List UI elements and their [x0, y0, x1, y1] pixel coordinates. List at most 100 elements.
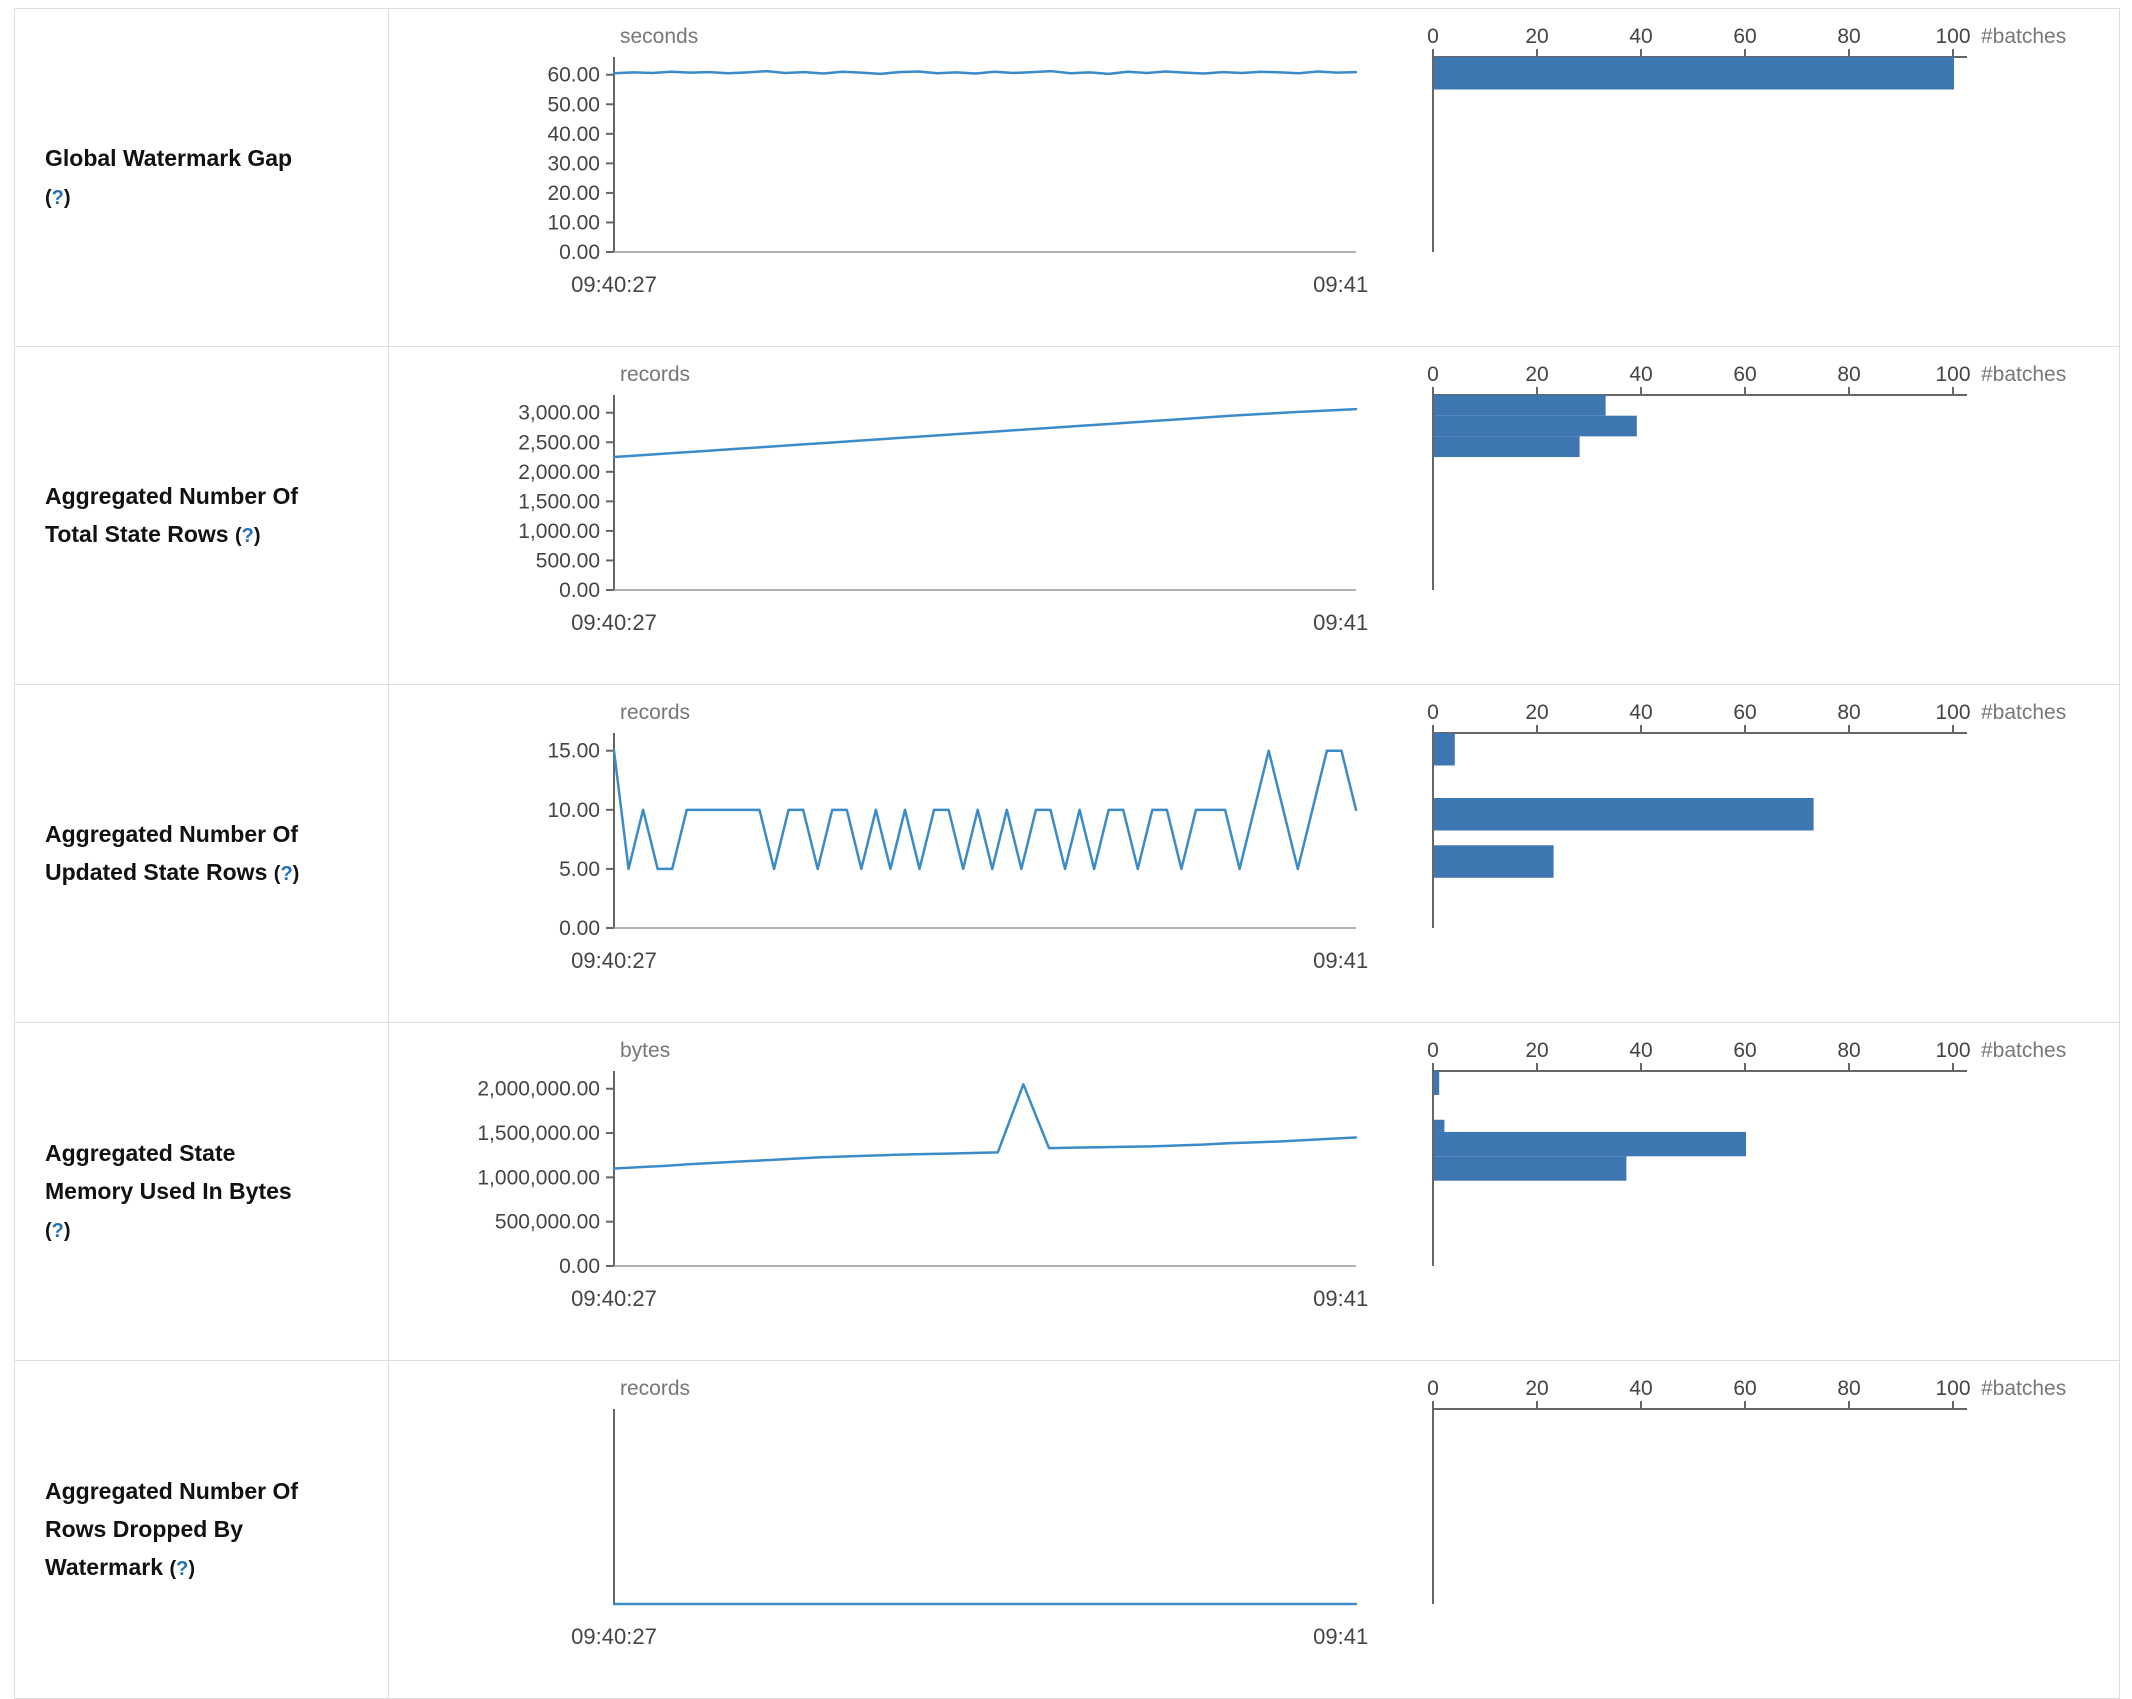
- hist-x-tick-label: 0: [1427, 363, 1439, 386]
- help-link[interactable]: (?): [274, 863, 300, 885]
- y-tick-label: 20.00: [547, 182, 600, 205]
- y-tick-label: 5.00: [559, 858, 600, 881]
- hist-x-tick-label: 20: [1525, 25, 1548, 48]
- help-question-icon: ?: [51, 186, 64, 209]
- hist-x-tick-label: 60: [1733, 1377, 1756, 1400]
- y-tick-label: 1,000,000.00: [477, 1166, 600, 1189]
- y-tick-label: 0.00: [559, 1255, 600, 1278]
- timeline-svg: records 0.00 5.00 10.00 15.00 09:40:27 09:41:5…: [547, 701, 1369, 973]
- metric-label-text: Global Watermark Gap: [45, 144, 293, 171]
- y-tick-label: 2,000.00: [518, 461, 600, 484]
- help-question-icon: ?: [51, 1219, 64, 1242]
- y-tick-label: 0.00: [559, 241, 600, 264]
- help-paren-close: ): [292, 862, 300, 885]
- histogram-bar: [1434, 1156, 1627, 1181]
- metric-row-updated-state-rows: Aggregated Number Of Updated State Rows …: [15, 685, 2119, 1023]
- histogram-chart: 0 20 40 60 80 100 #batches: [1369, 355, 2105, 673]
- help-link[interactable]: (?): [235, 525, 261, 547]
- hist-x-tick-label: 100: [1935, 1039, 1970, 1062]
- x-start-label: 09:40:27: [571, 948, 657, 973]
- histogram-chart: 0 20 40 60 80 100 #batches: [1369, 1031, 2105, 1349]
- x-start-label: 09:40:27: [571, 610, 657, 635]
- x-end-label: 09:41:56: [1313, 1624, 1369, 1649]
- timeline-line: [612, 407, 1358, 459]
- x-start-label: 09:40:27: [571, 272, 657, 297]
- timeline-chart: records 0.00 500.00 1,000.00 1,500.00 2,000.0…: [389, 355, 1369, 673]
- timeline-svg: seconds 0.00 10.00 20.00 30.00 40.00 50.00 60.0…: [547, 25, 1369, 297]
- hist-x-tick-label: 60: [1733, 701, 1756, 724]
- hist-x-tick-label: 100: [1935, 701, 1970, 724]
- metric-label-text: Aggregated Number Of Rows Dropped By Wat…: [45, 1477, 299, 1580]
- help-link[interactable]: (?): [45, 1220, 71, 1242]
- y-tick-label: 15.00: [547, 740, 600, 763]
- hist-x-tick-label: 80: [1837, 1039, 1860, 1062]
- hist-unit-label: #batches: [1981, 363, 2066, 386]
- timeline-line: [612, 69, 1358, 76]
- metric-label-cell: Global Watermark Gap (?): [15, 9, 389, 346]
- hist-x-tick-label: 0: [1427, 1377, 1439, 1400]
- histogram-svg: 0 20 40 60 80 100 #batches: [1427, 363, 2066, 590]
- hist-x-tick-label: 80: [1837, 25, 1860, 48]
- metric-label: Global Watermark Gap (?): [45, 139, 310, 217]
- timeline-svg: records 0.00 500.00 1,000.00 1,500.00 2,000.0…: [518, 363, 1369, 635]
- hist-x-tick-label: 40: [1629, 701, 1652, 724]
- help-paren-open: (: [45, 186, 52, 209]
- histogram-bar: [1434, 733, 1455, 766]
- x-start-label: 09:40:27: [571, 1624, 657, 1649]
- help-paren-close: ): [63, 186, 71, 209]
- hist-x-tick-label: 60: [1733, 25, 1756, 48]
- hist-x-tick-label: 80: [1837, 363, 1860, 386]
- help-paren-close: ): [188, 1557, 195, 1580]
- y-tick-label: 2,000,000.00: [477, 1078, 600, 1101]
- metric-label: Aggregated Number Of Updated State Rows …: [45, 815, 310, 893]
- metric-row-total-state-rows: Aggregated Number Of Total State Rows (?…: [15, 347, 2119, 685]
- metric-label-cell: Aggregated Number Of Updated State Rows …: [15, 685, 389, 1022]
- histogram-svg: 0 20 40 60 80 100 #batches: [1427, 1377, 2066, 1604]
- hist-x-tick-label: 40: [1629, 363, 1652, 386]
- metric-label-text: Aggregated State Memory Used In Bytes: [45, 1139, 292, 1204]
- hist-x-tick-label: 100: [1935, 1377, 1970, 1400]
- hist-unit-label: #batches: [1981, 25, 2066, 48]
- histogram-chart: 0 20 40 60 80 100 #batches: [1369, 1369, 2105, 1687]
- hist-x-tick-label: 100: [1935, 25, 1970, 48]
- hist-x-tick-label: 0: [1427, 1039, 1439, 1062]
- y-unit-label: records: [620, 701, 690, 724]
- y-unit-label: records: [620, 1377, 690, 1400]
- help-paren-open: (: [45, 1219, 52, 1242]
- chart-cell: records 0.00 500.00 1,000.00 1,500.00 2,000.0…: [389, 347, 2119, 684]
- histogram-bar: [1434, 845, 1554, 878]
- x-end-label: 09:41:56: [1313, 1286, 1369, 1311]
- y-tick-label: 1,500,000.00: [477, 1122, 600, 1145]
- metric-row-rows-dropped-by-watermark: Aggregated Number Of Rows Dropped By Wat…: [15, 1361, 2119, 1698]
- y-tick-label: 30.00: [547, 152, 600, 175]
- x-start-label: 09:40:27: [571, 1286, 657, 1311]
- y-tick-label: 50.00: [547, 93, 600, 116]
- y-unit-label: seconds: [620, 25, 698, 48]
- histogram-chart: 0 20 40 60 80 100 #batches: [1369, 693, 2105, 1011]
- hist-x-tick-label: 100: [1935, 363, 1970, 386]
- help-paren-open: (: [235, 524, 242, 547]
- help-link[interactable]: (?): [45, 187, 71, 209]
- help-question-icon: ?: [176, 1557, 189, 1580]
- metric-label-cell: Aggregated Number Of Rows Dropped By Wat…: [15, 1361, 389, 1698]
- hist-x-tick-label: 80: [1837, 701, 1860, 724]
- y-tick-label: 0.00: [559, 579, 600, 602]
- y-tick-label: 1,000.00: [518, 520, 600, 543]
- hist-x-tick-label: 20: [1525, 363, 1548, 386]
- timeline-chart: seconds 0.00 10.00 20.00 30.00 40.00 50.00 60.0…: [389, 17, 1369, 335]
- streaming-statistics-table: Global Watermark Gap (?) seconds 0.00 10.0…: [14, 8, 2120, 1699]
- metric-label-text: Aggregated Number Of Total State Rows: [45, 482, 299, 547]
- metric-label: Aggregated State Memory Used In Bytes (?…: [45, 1134, 310, 1250]
- histogram-bar: [1434, 395, 1606, 416]
- y-tick-label: 0.00: [559, 917, 600, 940]
- histogram-bar: [1434, 798, 1814, 831]
- histogram-bar: [1434, 1119, 1445, 1132]
- y-tick-label: 500.00: [536, 549, 600, 572]
- hist-unit-label: #batches: [1981, 1377, 2066, 1400]
- help-link[interactable]: (?): [169, 1558, 195, 1580]
- hist-unit-label: #batches: [1981, 701, 2066, 724]
- help-paren-open: (: [273, 862, 281, 885]
- histogram-bar: [1434, 415, 1637, 437]
- help-paren-close: ): [253, 524, 261, 547]
- timeline-chart: bytes 0.00 500,000.00 1,000,000.00 1,500,000…: [389, 1031, 1369, 1349]
